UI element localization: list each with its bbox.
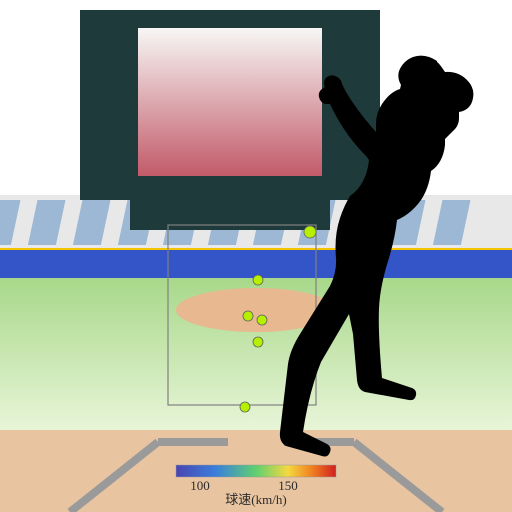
pitch-location-figure: 100 150 球速(km/h) (0, 0, 512, 512)
legend-tick: 100 (190, 478, 210, 493)
pitch-marker (253, 275, 263, 285)
legend-tick: 150 (278, 478, 298, 493)
pitch-marker (240, 402, 250, 412)
legend-axis-label: 球速(km/h) (225, 492, 286, 507)
outfield-wall (0, 250, 512, 278)
pitch-marker (253, 337, 263, 347)
pitch-marker (257, 315, 267, 325)
legend-color-bar (176, 465, 336, 477)
pitch-marker (304, 226, 316, 238)
pitch-marker (243, 311, 253, 321)
scoreboard-screen (138, 28, 322, 176)
